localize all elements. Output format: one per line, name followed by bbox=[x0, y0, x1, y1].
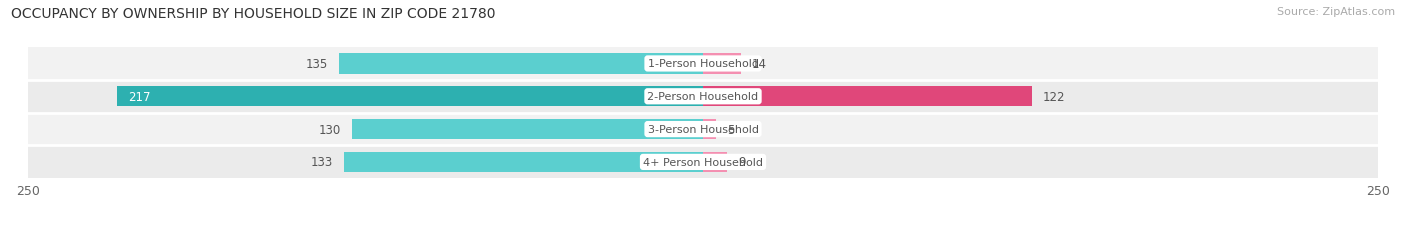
Bar bbox=[703, 87, 1032, 107]
Text: 217: 217 bbox=[128, 90, 150, 103]
Text: 130: 130 bbox=[319, 123, 342, 136]
Bar bbox=[28, 113, 1378, 146]
Bar bbox=[703, 54, 741, 74]
Text: 135: 135 bbox=[305, 58, 328, 71]
Bar bbox=[339, 54, 703, 74]
Text: 122: 122 bbox=[1043, 90, 1066, 103]
Text: 2-Person Household: 2-Person Household bbox=[647, 92, 759, 102]
Bar bbox=[703, 119, 717, 140]
Bar bbox=[28, 48, 1378, 81]
Bar bbox=[28, 146, 1378, 179]
Text: Source: ZipAtlas.com: Source: ZipAtlas.com bbox=[1277, 7, 1395, 17]
Text: 4+ Person Household: 4+ Person Household bbox=[643, 157, 763, 167]
Text: 133: 133 bbox=[311, 156, 333, 169]
Bar bbox=[352, 119, 703, 140]
Bar bbox=[28, 81, 1378, 113]
Text: 5: 5 bbox=[727, 123, 735, 136]
Text: 3-Person Household: 3-Person Household bbox=[648, 125, 758, 134]
Text: 14: 14 bbox=[752, 58, 766, 71]
Text: 1-Person Household: 1-Person Household bbox=[648, 59, 758, 69]
Bar bbox=[703, 152, 727, 172]
Text: 9: 9 bbox=[738, 156, 745, 169]
Bar bbox=[117, 87, 703, 107]
Text: OCCUPANCY BY OWNERSHIP BY HOUSEHOLD SIZE IN ZIP CODE 21780: OCCUPANCY BY OWNERSHIP BY HOUSEHOLD SIZE… bbox=[11, 7, 496, 21]
Bar bbox=[344, 152, 703, 172]
